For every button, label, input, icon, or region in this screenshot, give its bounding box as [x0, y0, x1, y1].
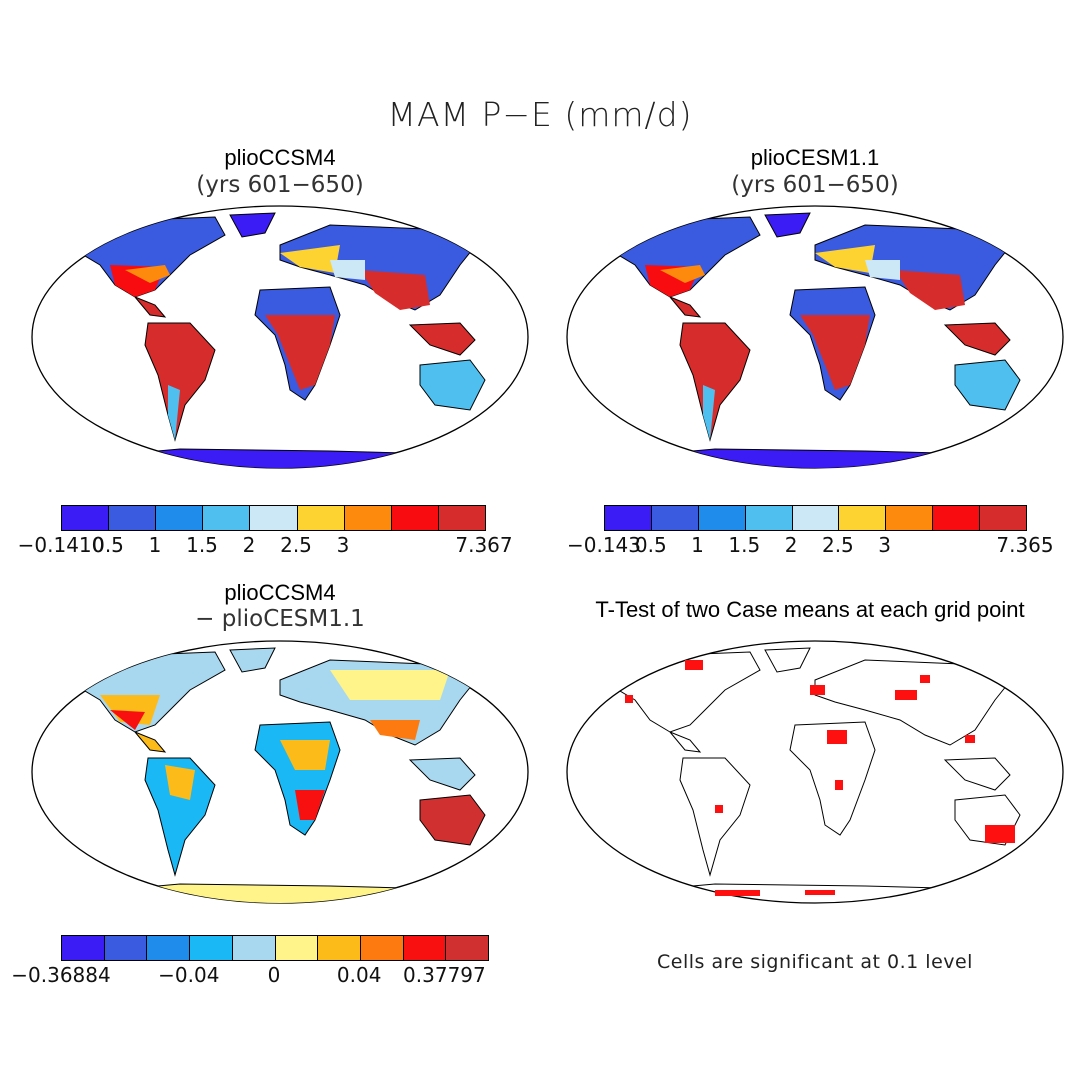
panel2-subtitle: (yrs 601−650)	[731, 172, 899, 198]
panel3-subtitle: − plioCESM1.1	[195, 606, 365, 632]
map-panel-3	[31, 640, 529, 904]
colorbar-tick-label: 1	[148, 533, 162, 557]
colorbar-swatch	[651, 506, 699, 530]
colorbar-swatch	[109, 506, 157, 530]
panel1-title: plioCCSM4	[224, 145, 336, 170]
panel3-title: plioCCSM4	[224, 580, 336, 605]
colorbar-swatch	[360, 936, 404, 960]
colorbar-swatch	[104, 936, 148, 960]
panel4-title: T-Test of two Case means at each grid po…	[595, 597, 1025, 622]
map-panel-4	[566, 640, 1064, 904]
colorbar-1	[61, 505, 486, 531]
colorbar-tick-label: 3	[336, 533, 350, 557]
colorbar-swatch	[933, 506, 981, 530]
colorbar-swatch	[446, 936, 489, 960]
colorbar-tick-label: 2.5	[821, 533, 854, 557]
panel1-subtitle: (yrs 601−650)	[196, 172, 364, 198]
colorbar-swatch	[391, 506, 439, 530]
colorbar-swatch	[886, 506, 934, 530]
map-panel-2	[566, 205, 1064, 469]
colorbar-tick-label: 3	[878, 533, 892, 557]
colorbar-tick-label: 0.37797	[403, 963, 486, 987]
colorbar-swatch	[698, 506, 746, 530]
colorbar-swatch	[156, 506, 204, 530]
colorbar-tick-label: 0.04	[336, 963, 382, 987]
colorbar-swatch	[147, 936, 191, 960]
colorbar-2	[604, 505, 1027, 531]
colorbar-swatch	[839, 506, 887, 530]
colorbar-tick-label: 1	[691, 533, 704, 557]
colorbar-swatch	[62, 936, 105, 960]
colorbar-swatch	[792, 506, 840, 530]
colorbar-swatch	[62, 506, 110, 530]
colorbar-tick-label: 2	[242, 533, 256, 557]
colorbar-swatch	[745, 506, 793, 530]
colorbar-tick-label: −0.143	[566, 533, 642, 557]
colorbar-swatch	[190, 936, 233, 960]
colorbar-3	[61, 935, 489, 961]
colorbar-swatch	[203, 506, 251, 530]
significant-cells	[625, 660, 1015, 896]
colorbar-tick-label: 2	[784, 533, 798, 557]
figure-title: MAM P−E (mm/d)	[387, 95, 693, 134]
colorbar-swatch	[438, 506, 485, 530]
panel2-title: plioCESM1.1	[750, 145, 880, 170]
colorbar-tick-label: 1.5	[186, 533, 218, 557]
colorbar-swatch	[275, 936, 319, 960]
colorbar-swatch	[297, 506, 345, 530]
colorbar-tick-label: 0.5	[92, 533, 124, 557]
colorbar-swatch	[403, 936, 447, 960]
colorbar-tick-label: 7.365	[996, 533, 1054, 557]
colorbar-tick-label: 7.367	[455, 533, 513, 557]
colorbar-tick-label: 0	[267, 963, 281, 987]
colorbar-swatch	[250, 506, 298, 530]
colorbar-tick-label: −0.04	[158, 963, 220, 987]
map-panel-1	[31, 205, 529, 469]
colorbar-swatch	[980, 506, 1027, 530]
colorbar-tick-label: 0.5	[634, 533, 667, 557]
colorbar-swatch	[232, 936, 276, 960]
colorbar-swatch	[344, 506, 392, 530]
colorbar-tick-label: −0.1410	[17, 533, 105, 557]
colorbar-tick-label: −0.36884	[11, 963, 111, 987]
colorbar-tick-label: 2.5	[280, 533, 312, 557]
colorbar-tick-label: 1.5	[728, 533, 761, 557]
significance-note: Cells are significant at 0.1 level	[657, 951, 973, 973]
colorbar-swatch	[605, 506, 652, 530]
colorbar-swatch	[318, 936, 361, 960]
